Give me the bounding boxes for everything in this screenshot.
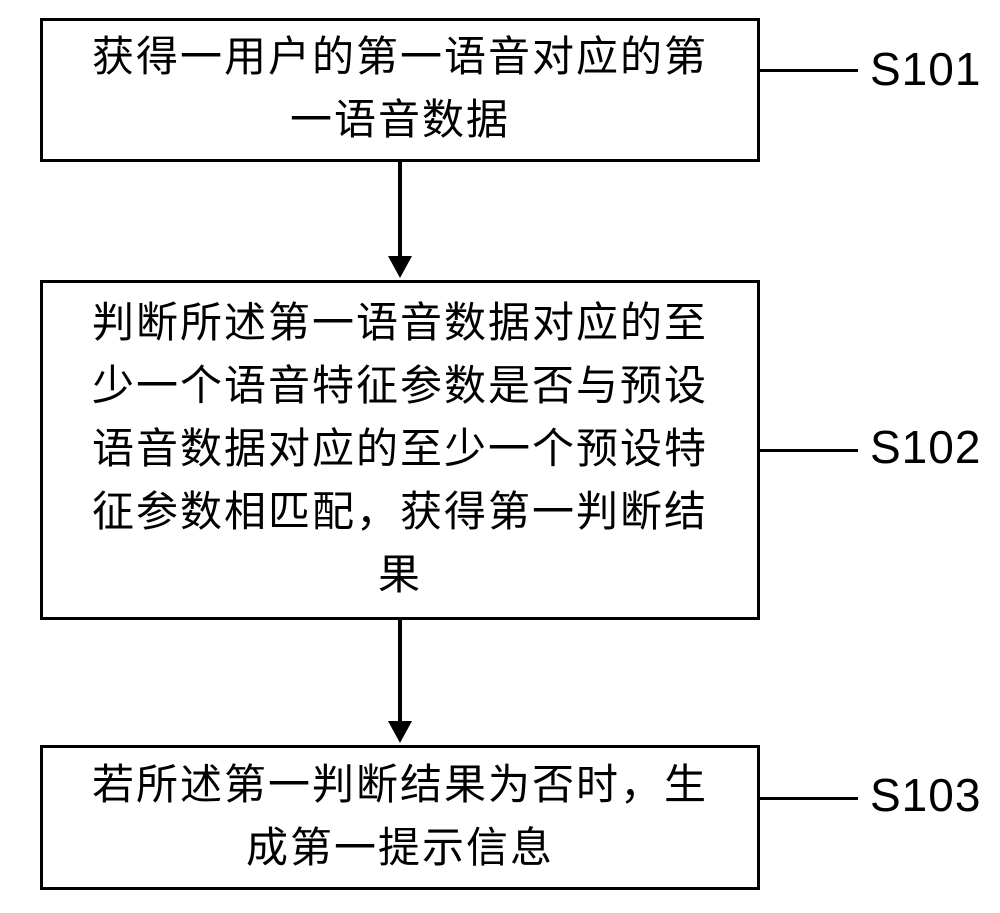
flow-node-s102: 判断所述第一语音数据对应的至少一个语音特征参数是否与预设语音数据对应的至少一个预… (40, 280, 760, 620)
leader-s101 (760, 69, 858, 72)
edge-n2-n3-line (398, 620, 402, 723)
label-s102: S102 (870, 420, 981, 474)
leader-s102 (760, 449, 858, 452)
flow-node-s101-text: 获得一用户的第一语音对应的第一语音数据 (92, 27, 708, 153)
flow-node-s102-text: 判断所述第一语音数据对应的至少一个语音特征参数是否与预设语音数据对应的至少一个预… (92, 293, 708, 608)
flow-node-s103: 若所述第一判断结果为否时，生成第一提示信息 (40, 745, 760, 890)
flowchart-canvas: 获得一用户的第一语音对应的第一语音数据 S101 判断所述第一语音数据对应的至少… (0, 0, 1000, 913)
label-s101: S101 (870, 42, 981, 96)
edge-n1-n2-line (398, 162, 402, 258)
edge-n2-n3-head (388, 721, 412, 743)
edge-n1-n2-head (388, 256, 412, 278)
flow-node-s101: 获得一用户的第一语音对应的第一语音数据 (40, 18, 760, 162)
flow-node-s103-text: 若所述第一判断结果为否时，生成第一提示信息 (92, 755, 708, 881)
leader-s103 (760, 797, 858, 800)
label-s103: S103 (870, 768, 981, 822)
